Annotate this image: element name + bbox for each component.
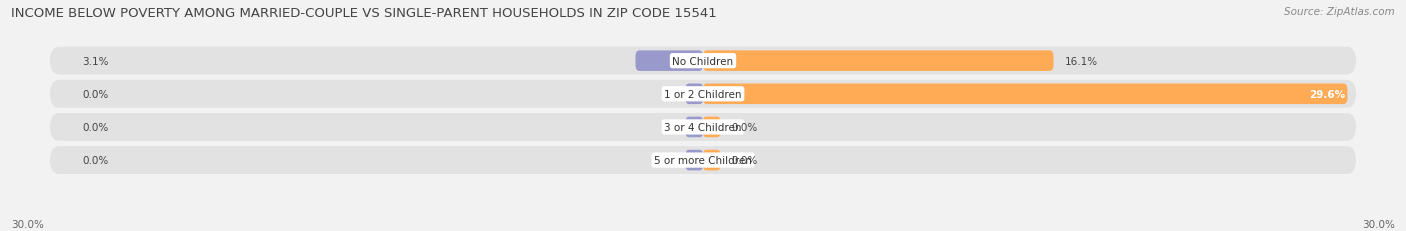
Text: 0.0%: 0.0% [83,89,108,99]
Text: 30.0%: 30.0% [1362,219,1395,229]
FancyBboxPatch shape [686,150,703,171]
FancyBboxPatch shape [636,51,703,72]
Text: 0.0%: 0.0% [731,155,758,165]
Text: 1 or 2 Children: 1 or 2 Children [664,89,742,99]
Text: 3 or 4 Children: 3 or 4 Children [664,122,742,132]
Text: INCOME BELOW POVERTY AMONG MARRIED-COUPLE VS SINGLE-PARENT HOUSEHOLDS IN ZIP COD: INCOME BELOW POVERTY AMONG MARRIED-COUPL… [11,7,717,20]
FancyBboxPatch shape [49,113,1357,141]
Text: 5 or more Children: 5 or more Children [654,155,752,165]
FancyBboxPatch shape [703,117,720,138]
FancyBboxPatch shape [686,84,703,105]
Text: 3.1%: 3.1% [83,56,110,66]
FancyBboxPatch shape [686,117,703,138]
FancyBboxPatch shape [49,48,1357,75]
Text: No Children: No Children [672,56,734,66]
Text: 30.0%: 30.0% [11,219,44,229]
FancyBboxPatch shape [49,81,1357,108]
Text: 0.0%: 0.0% [83,122,108,132]
FancyBboxPatch shape [703,84,1347,105]
Text: 0.0%: 0.0% [83,155,108,165]
Text: Source: ZipAtlas.com: Source: ZipAtlas.com [1284,7,1395,17]
FancyBboxPatch shape [703,51,1053,72]
Text: 16.1%: 16.1% [1064,56,1098,66]
FancyBboxPatch shape [703,150,720,171]
Text: 29.6%: 29.6% [1309,89,1346,99]
FancyBboxPatch shape [49,146,1357,174]
Text: 0.0%: 0.0% [731,122,758,132]
